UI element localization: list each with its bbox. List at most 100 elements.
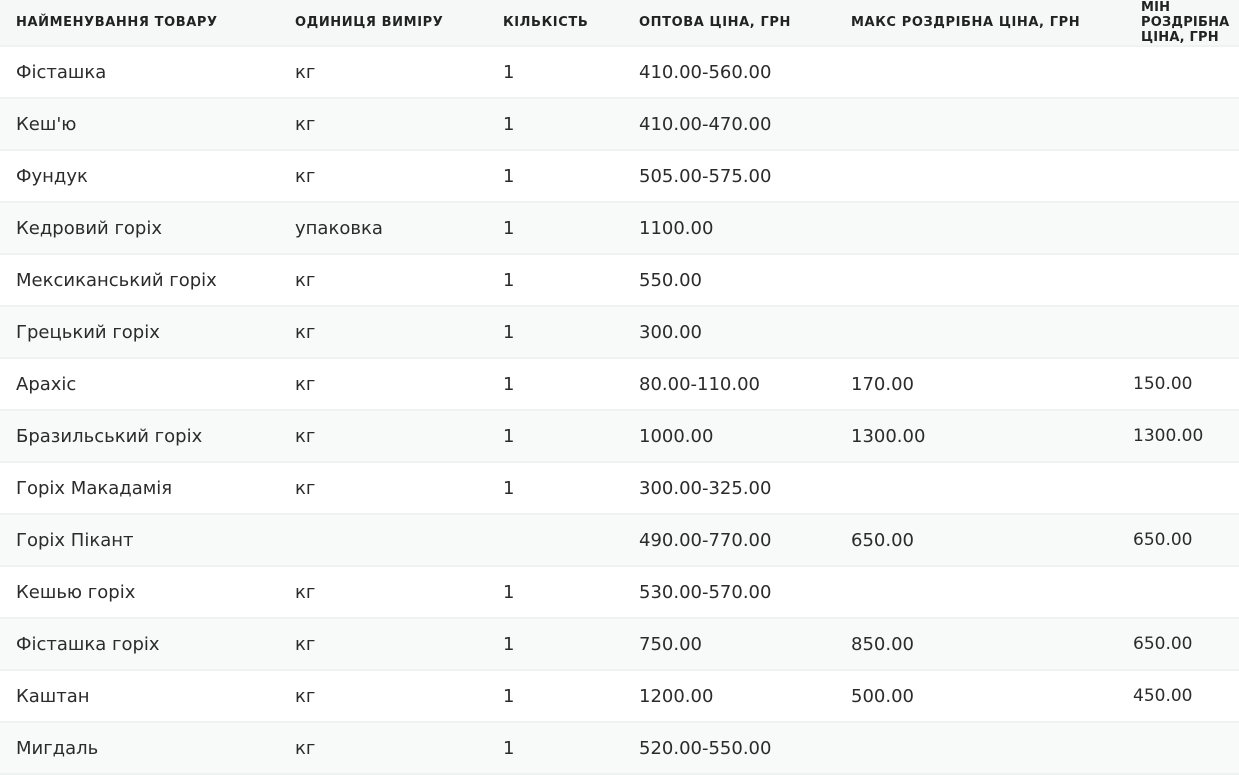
cell-min-retail-price xyxy=(1125,722,1239,775)
table-row: Фісташка горіх кг 1 750.00 850.00 650.00 xyxy=(0,618,1239,671)
cell-quantity: 1 xyxy=(487,410,623,463)
cell-unit: кг xyxy=(279,306,487,359)
cell-max-retail-price xyxy=(835,254,1125,307)
cell-wholesale-price: 410.00-560.00 xyxy=(623,46,835,99)
cell-min-retail-price xyxy=(1125,566,1239,619)
cell-max-retail-price: 500.00 xyxy=(835,670,1125,723)
cell-max-retail-price: 650.00 xyxy=(835,514,1125,567)
cell-product-name: Арахіс xyxy=(0,358,279,411)
cell-product-name: Кедровий горіх xyxy=(0,202,279,255)
cell-max-retail-price xyxy=(835,306,1125,359)
cell-unit: кг xyxy=(279,98,487,151)
cell-quantity: 1 xyxy=(487,618,623,671)
column-header-wholesale-price: ОПТОВА ЦІНА, ГРН xyxy=(623,0,835,47)
cell-min-retail-price: 1300.00 xyxy=(1125,410,1239,463)
column-header-product-name: НАЙМЕНУВАННЯ ТОВАРУ xyxy=(0,0,279,47)
cell-max-retail-price xyxy=(835,46,1125,99)
cell-wholesale-price: 1000.00 xyxy=(623,410,835,463)
cell-min-retail-price xyxy=(1125,46,1239,99)
table-row: Мигдаль кг 1 520.00-550.00 xyxy=(0,722,1239,775)
cell-product-name: Горіх Пікант xyxy=(0,514,279,567)
cell-min-retail-price xyxy=(1125,254,1239,307)
cell-quantity: 1 xyxy=(487,670,623,723)
cell-unit: кг xyxy=(279,722,487,775)
cell-unit: кг xyxy=(279,46,487,99)
cell-min-retail-price xyxy=(1125,306,1239,359)
cell-unit: кг xyxy=(279,410,487,463)
cell-product-name: Фісташка горіх xyxy=(0,618,279,671)
column-header-max-retail-price: МАКС РОЗДРІБНА ЦІНА, ГРН xyxy=(835,0,1125,47)
cell-quantity: 1 xyxy=(487,202,623,255)
cell-max-retail-price: 170.00 xyxy=(835,358,1125,411)
cell-wholesale-price: 300.00 xyxy=(623,306,835,359)
table-row: Арахіс кг 1 80.00-110.00 170.00 150.00 xyxy=(0,358,1239,411)
cell-quantity: 1 xyxy=(487,98,623,151)
cell-min-retail-price xyxy=(1125,98,1239,151)
table-row: Кеш'ю кг 1 410.00-470.00 xyxy=(0,98,1239,151)
table-row: Каштан кг 1 1200.00 500.00 450.00 xyxy=(0,670,1239,723)
cell-wholesale-price: 1100.00 xyxy=(623,202,835,255)
cell-quantity: 1 xyxy=(487,46,623,99)
cell-quantity: 1 xyxy=(487,462,623,515)
cell-product-name: Горіх Макадамія xyxy=(0,462,279,515)
cell-wholesale-price: 1200.00 xyxy=(623,670,835,723)
cell-max-retail-price xyxy=(835,566,1125,619)
cell-min-retail-price xyxy=(1125,150,1239,203)
cell-max-retail-price xyxy=(835,150,1125,203)
table-row: Горіх Пікант 490.00-770.00 650.00 650.00 xyxy=(0,514,1239,567)
table-header-row: НАЙМЕНУВАННЯ ТОВАРУ ОДИНИЦЯ ВИМІРУ КІЛЬКІС… xyxy=(0,0,1239,47)
cell-max-retail-price xyxy=(835,202,1125,255)
cell-product-name: Мигдаль xyxy=(0,722,279,775)
cell-min-retail-price: 650.00 xyxy=(1125,514,1239,567)
cell-min-retail-price xyxy=(1125,462,1239,515)
cell-product-name: Мексиканський горіх xyxy=(0,254,279,307)
cell-product-name: Кешью горіх xyxy=(0,566,279,619)
cell-unit: кг xyxy=(279,254,487,307)
cell-quantity: 1 xyxy=(487,254,623,307)
cell-quantity: 1 xyxy=(487,358,623,411)
cell-quantity: 1 xyxy=(487,306,623,359)
cell-wholesale-price: 80.00-110.00 xyxy=(623,358,835,411)
cell-min-retail-price: 150.00 xyxy=(1125,358,1239,411)
cell-unit xyxy=(279,514,487,567)
cell-unit: кг xyxy=(279,462,487,515)
cell-quantity: 1 xyxy=(487,566,623,619)
cell-max-retail-price: 1300.00 xyxy=(835,410,1125,463)
cell-wholesale-price: 750.00 xyxy=(623,618,835,671)
cell-max-retail-price: 850.00 xyxy=(835,618,1125,671)
cell-wholesale-price: 530.00-570.00 xyxy=(623,566,835,619)
table-row: Грецький горіх кг 1 300.00 xyxy=(0,306,1239,359)
cell-product-name: Фісташка xyxy=(0,46,279,99)
column-header-min-retail-price: МІН РОЗДРІБНА ЦІНА, ГРН xyxy=(1125,0,1239,47)
cell-product-name: Грецький горіх xyxy=(0,306,279,359)
cell-min-retail-price: 650.00 xyxy=(1125,618,1239,671)
table-row: Фісташка кг 1 410.00-560.00 xyxy=(0,46,1239,99)
cell-quantity: 1 xyxy=(487,722,623,775)
table-row: Фундук кг 1 505.00-575.00 xyxy=(0,150,1239,203)
table-row: Мексиканський горіх кг 1 550.00 xyxy=(0,254,1239,307)
cell-min-retail-price xyxy=(1125,202,1239,255)
cell-wholesale-price: 520.00-550.00 xyxy=(623,722,835,775)
cell-unit: кг xyxy=(279,358,487,411)
cell-quantity: 1 xyxy=(487,150,623,203)
table-row: Горіх Макадамія кг 1 300.00-325.00 xyxy=(0,462,1239,515)
cell-product-name: Фундук xyxy=(0,150,279,203)
cell-max-retail-price xyxy=(835,722,1125,775)
cell-product-name: Каштан xyxy=(0,670,279,723)
table-row: Бразильський горіх кг 1 1000.00 1300.00 1300.… xyxy=(0,410,1239,463)
table-row: Кешью горіх кг 1 530.00-570.00 xyxy=(0,566,1239,619)
cell-product-name: Бразильський горіх xyxy=(0,410,279,463)
cell-unit: кг xyxy=(279,670,487,723)
cell-max-retail-price xyxy=(835,98,1125,151)
cell-unit: кг xyxy=(279,566,487,619)
cell-unit: кг xyxy=(279,150,487,203)
cell-product-name: Кеш'ю xyxy=(0,98,279,151)
cell-wholesale-price: 505.00-575.00 xyxy=(623,150,835,203)
cell-min-retail-price: 450.00 xyxy=(1125,670,1239,723)
table-row: Кедровий горіх упаковка 1 1100.00 xyxy=(0,202,1239,255)
cell-max-retail-price xyxy=(835,462,1125,515)
cell-quantity xyxy=(487,514,623,567)
cell-wholesale-price: 490.00-770.00 xyxy=(623,514,835,567)
cell-wholesale-price: 410.00-470.00 xyxy=(623,98,835,151)
